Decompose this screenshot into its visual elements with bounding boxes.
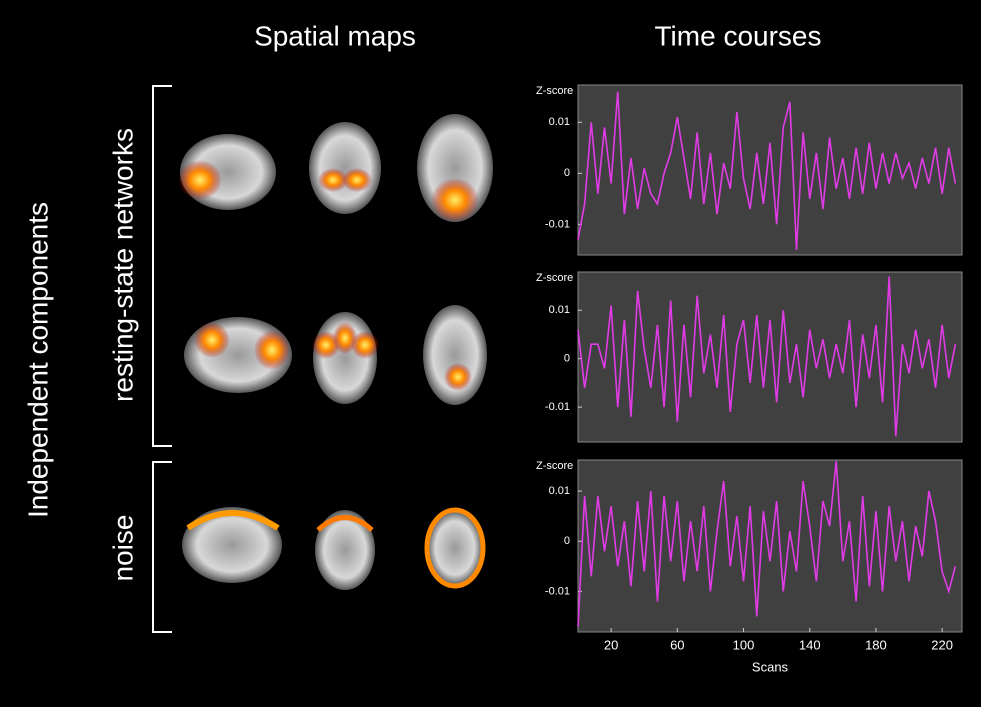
group-label: noise bbox=[107, 515, 138, 582]
x-axis-label: Scans bbox=[752, 659, 789, 674]
y-tick-label: -0.01 bbox=[545, 218, 570, 230]
y-tick-label: 0 bbox=[564, 535, 570, 547]
x-tick-label: 140 bbox=[799, 637, 821, 652]
bracket bbox=[153, 86, 172, 632]
plot-area bbox=[578, 85, 962, 255]
x-tick-label: 60 bbox=[670, 637, 684, 652]
header: Time courses bbox=[654, 20, 821, 51]
group-label: resting-state networks bbox=[107, 128, 138, 402]
plot-area bbox=[578, 272, 962, 442]
y-tick-label: -0.01 bbox=[545, 585, 570, 597]
figure: Spatial maps Time courses Independent co… bbox=[0, 0, 981, 707]
y-axis-label: Z-score bbox=[536, 272, 573, 284]
x-tick-label: 100 bbox=[733, 637, 755, 652]
y-tick-label: 0 bbox=[564, 167, 570, 179]
brain-maps bbox=[178, 114, 493, 590]
y-axis-label: Z-score bbox=[536, 460, 573, 472]
x-tick-label: 180 bbox=[865, 637, 887, 652]
x-tick-label: 220 bbox=[931, 637, 953, 652]
y-axis-label: Z-score bbox=[536, 85, 573, 97]
y-tick-label: -0.01 bbox=[545, 401, 570, 413]
y-tick-label: 0.01 bbox=[549, 116, 570, 128]
x-tick-label: 20 bbox=[604, 637, 618, 652]
side-label: Independent components bbox=[22, 202, 53, 518]
y-tick-label: 0.01 bbox=[549, 304, 570, 316]
y-tick-label: 0 bbox=[564, 353, 570, 365]
y-tick-label: 0.01 bbox=[549, 485, 570, 497]
header: Spatial maps bbox=[254, 20, 416, 51]
